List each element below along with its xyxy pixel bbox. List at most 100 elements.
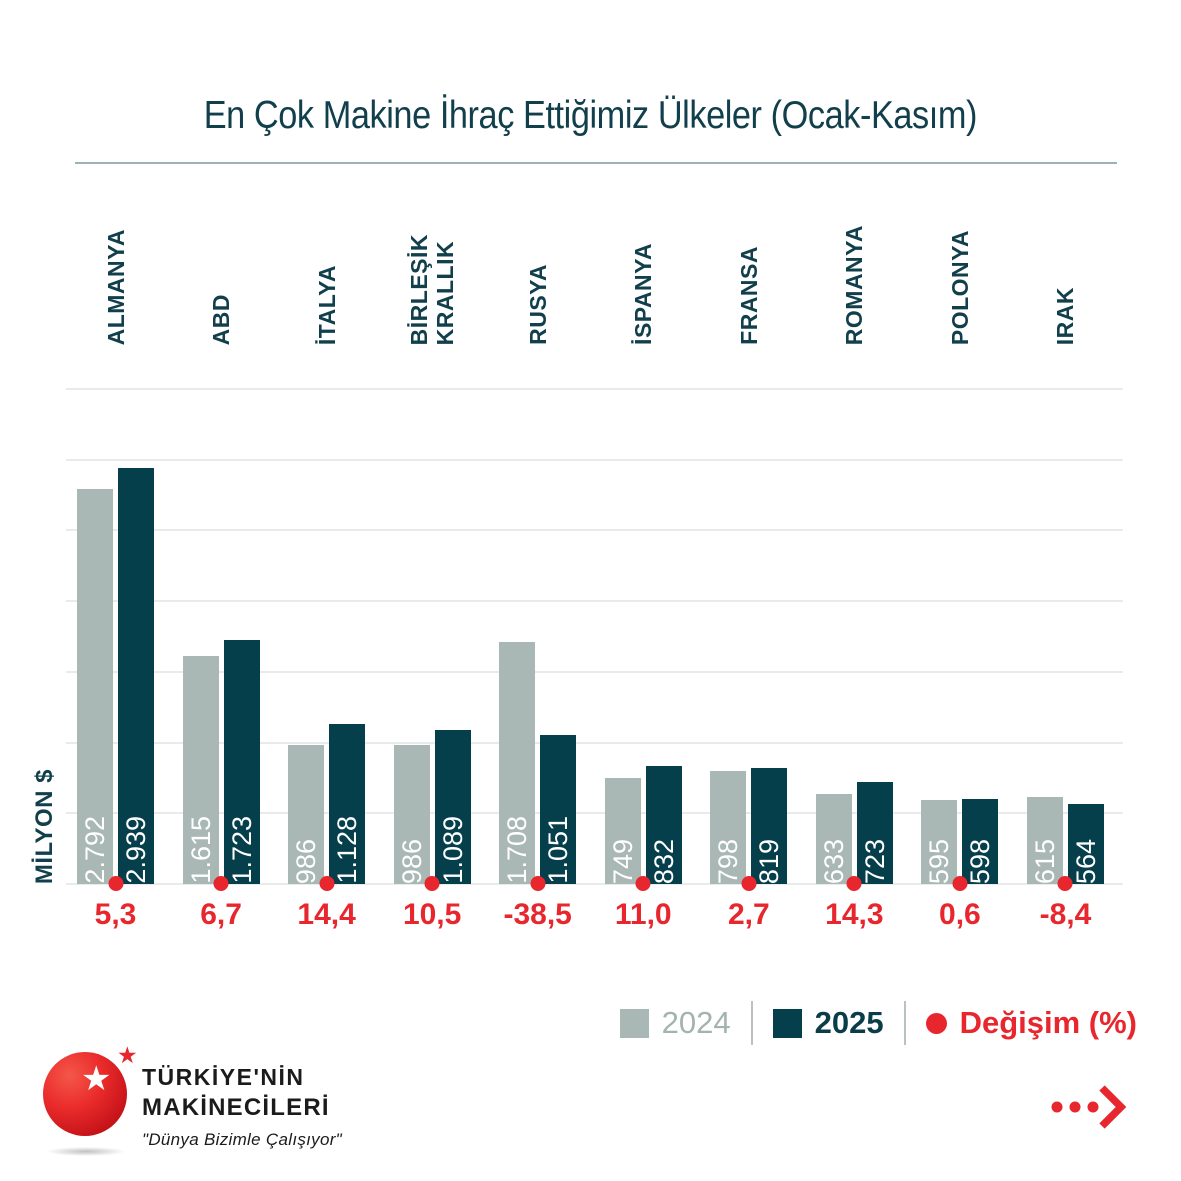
gridline [66,670,1123,673]
y-axis-label: MİLYON $ [31,768,58,884]
bar-group: 1.615 1.723 6,7 [182,389,260,931]
legend: 2024 2025 Değişim (%) [619,1001,1137,1045]
bar-value-label: 832 [648,838,679,884]
bar-2024: 798 [710,771,747,884]
country-label: ROMANYA [841,224,868,345]
change-percent-label: -8,4 [1039,898,1092,931]
change-marker-dot [635,876,651,891]
change-percent-label: 5,3 [94,898,137,931]
chart-title: En Çok Makine İhraç Ettiğimiz Ülkeler (O… [203,94,978,137]
bar-2025: 1.051 [540,735,577,884]
change-percent-label: 2,7 [727,898,770,931]
gridline [66,883,1123,885]
bar-2024: 986 [393,745,430,884]
bar-group: 1.708 1.051 -38,5 [499,389,577,931]
bar-2024: 2.792 [77,489,113,884]
gridline [66,458,1123,461]
logo-shadow [47,1147,125,1156]
bar-group: 2.792 2.939 5,3 [77,389,154,931]
next-arrow-icon[interactable] [1044,1084,1128,1130]
change-percent-label: 14,3 [825,898,884,931]
bar-2025: 598 [962,799,999,884]
title-divider [75,162,1117,164]
bar-value-label: 986 [396,838,427,884]
bar-2025: 723 [856,782,893,884]
bar-2024: 749 [604,778,641,884]
change-marker-dot [424,876,440,891]
gridline [66,600,1123,603]
bar-value-label: 2.792 [80,816,110,884]
bar-2025: 832 [645,766,682,884]
brand-text: TÜRKİYE'NİN MAKİNECİLERİ "Dünya Bizimle … [142,1064,342,1150]
brand-tagline: "Dünya Bizimle Çalışıyor" [142,1130,343,1149]
bar-group: 986 1.128 14,4 [288,389,366,931]
bar-chart: 2.792 2.939 5,3 1.615 1.723 6,7 986 1.128 14,4 98… [66,388,1123,931]
gridline [66,812,1123,815]
bar-2025: 1.128 [329,724,366,884]
logo-star-red-icon: ★ [117,1042,138,1068]
change-marker-dot [108,876,123,891]
bar-value-label: 986 [291,838,322,884]
bar-group: 633 723 14,3 [815,389,893,931]
change-percent-label: -38,5 [503,898,572,931]
change-marker-dot [530,876,546,891]
legend-swatch-2025 [772,1008,802,1038]
change-percent-label: 0,6 [939,898,981,931]
brand-name-line1: TÜRKİYE'NİN [142,1064,305,1090]
legend-label-2024: 2024 [661,1005,731,1040]
bar-2024: 986 [288,745,325,884]
bar-2025: 564 [1067,804,1104,884]
y-axis-label-box: MİLYON $ [26,769,64,884]
bar-value-label: 1.708 [502,816,533,884]
bar-value-label: 615 [1029,838,1060,884]
country-label: RUSYA [524,264,551,345]
country-label: ABD [208,293,235,345]
bar-value-label: 1.051 [543,816,574,884]
country-label: POLONYA [946,229,973,345]
header: En Çok Makine İhraç Ettiğimiz Ülkeler (O… [0,94,1181,138]
bar-value-label: 1.089 [437,816,468,884]
bar-2024: 1.708 [499,642,536,884]
gridline [66,388,1123,390]
legend-divider [750,1001,753,1045]
country-labels-row: ALMANYA ABD İTALYA BİRLEŞİK KRALLIK RUSYA İSPA… [66,180,1123,345]
change-marker-dot [213,876,229,891]
change-marker-dot [1057,876,1073,891]
change-marker-dot [741,876,757,891]
bar-value-label: 595 [924,838,955,884]
country-label: İSPANYA [630,243,657,345]
bar-value-label: 598 [965,838,996,884]
legend-change-dot-icon [925,1012,947,1034]
country-label: FRANSA [735,246,762,345]
bar-2025: 1.089 [434,730,471,884]
bar-group: 749 832 11,0 [604,389,682,931]
bar-value-label: 723 [859,838,890,884]
bar-2024: 1.615 [182,656,219,884]
legend-swatch-2024 [619,1008,649,1038]
bar-value-label: 749 [607,838,638,884]
change-marker-dot [952,876,968,891]
bar-2024: 615 [1026,797,1063,884]
gridline [66,741,1123,744]
bar-value-label: 1.128 [332,816,363,884]
legend-label-change: Değişim (%) [959,1005,1137,1040]
change-marker-dot [319,876,335,891]
country-label: IRAK [1052,286,1079,345]
change-percent-label: 14,4 [297,898,356,931]
bar-2025: 1.723 [223,640,260,884]
bar-value-label: 2.939 [121,816,151,884]
legend-label-2025: 2025 [814,1005,884,1040]
bar-2024: 633 [815,794,852,884]
bar-group: 986 1.089 10,5 [393,389,471,931]
bar-value-label: 819 [754,838,785,884]
bar-value-label: 1.615 [185,816,216,884]
gridline [66,529,1123,532]
bar-2025: 819 [751,768,788,884]
bar-group: 615 564 -8,4 [1026,389,1104,931]
country-label: BİRLEŞİK KRALLIK [406,233,459,345]
bar-value-label: 633 [818,838,849,884]
change-percent-label: 6,7 [200,898,242,931]
bar-2025: 2.939 [118,468,154,884]
change-percent-label: 10,5 [402,898,462,931]
